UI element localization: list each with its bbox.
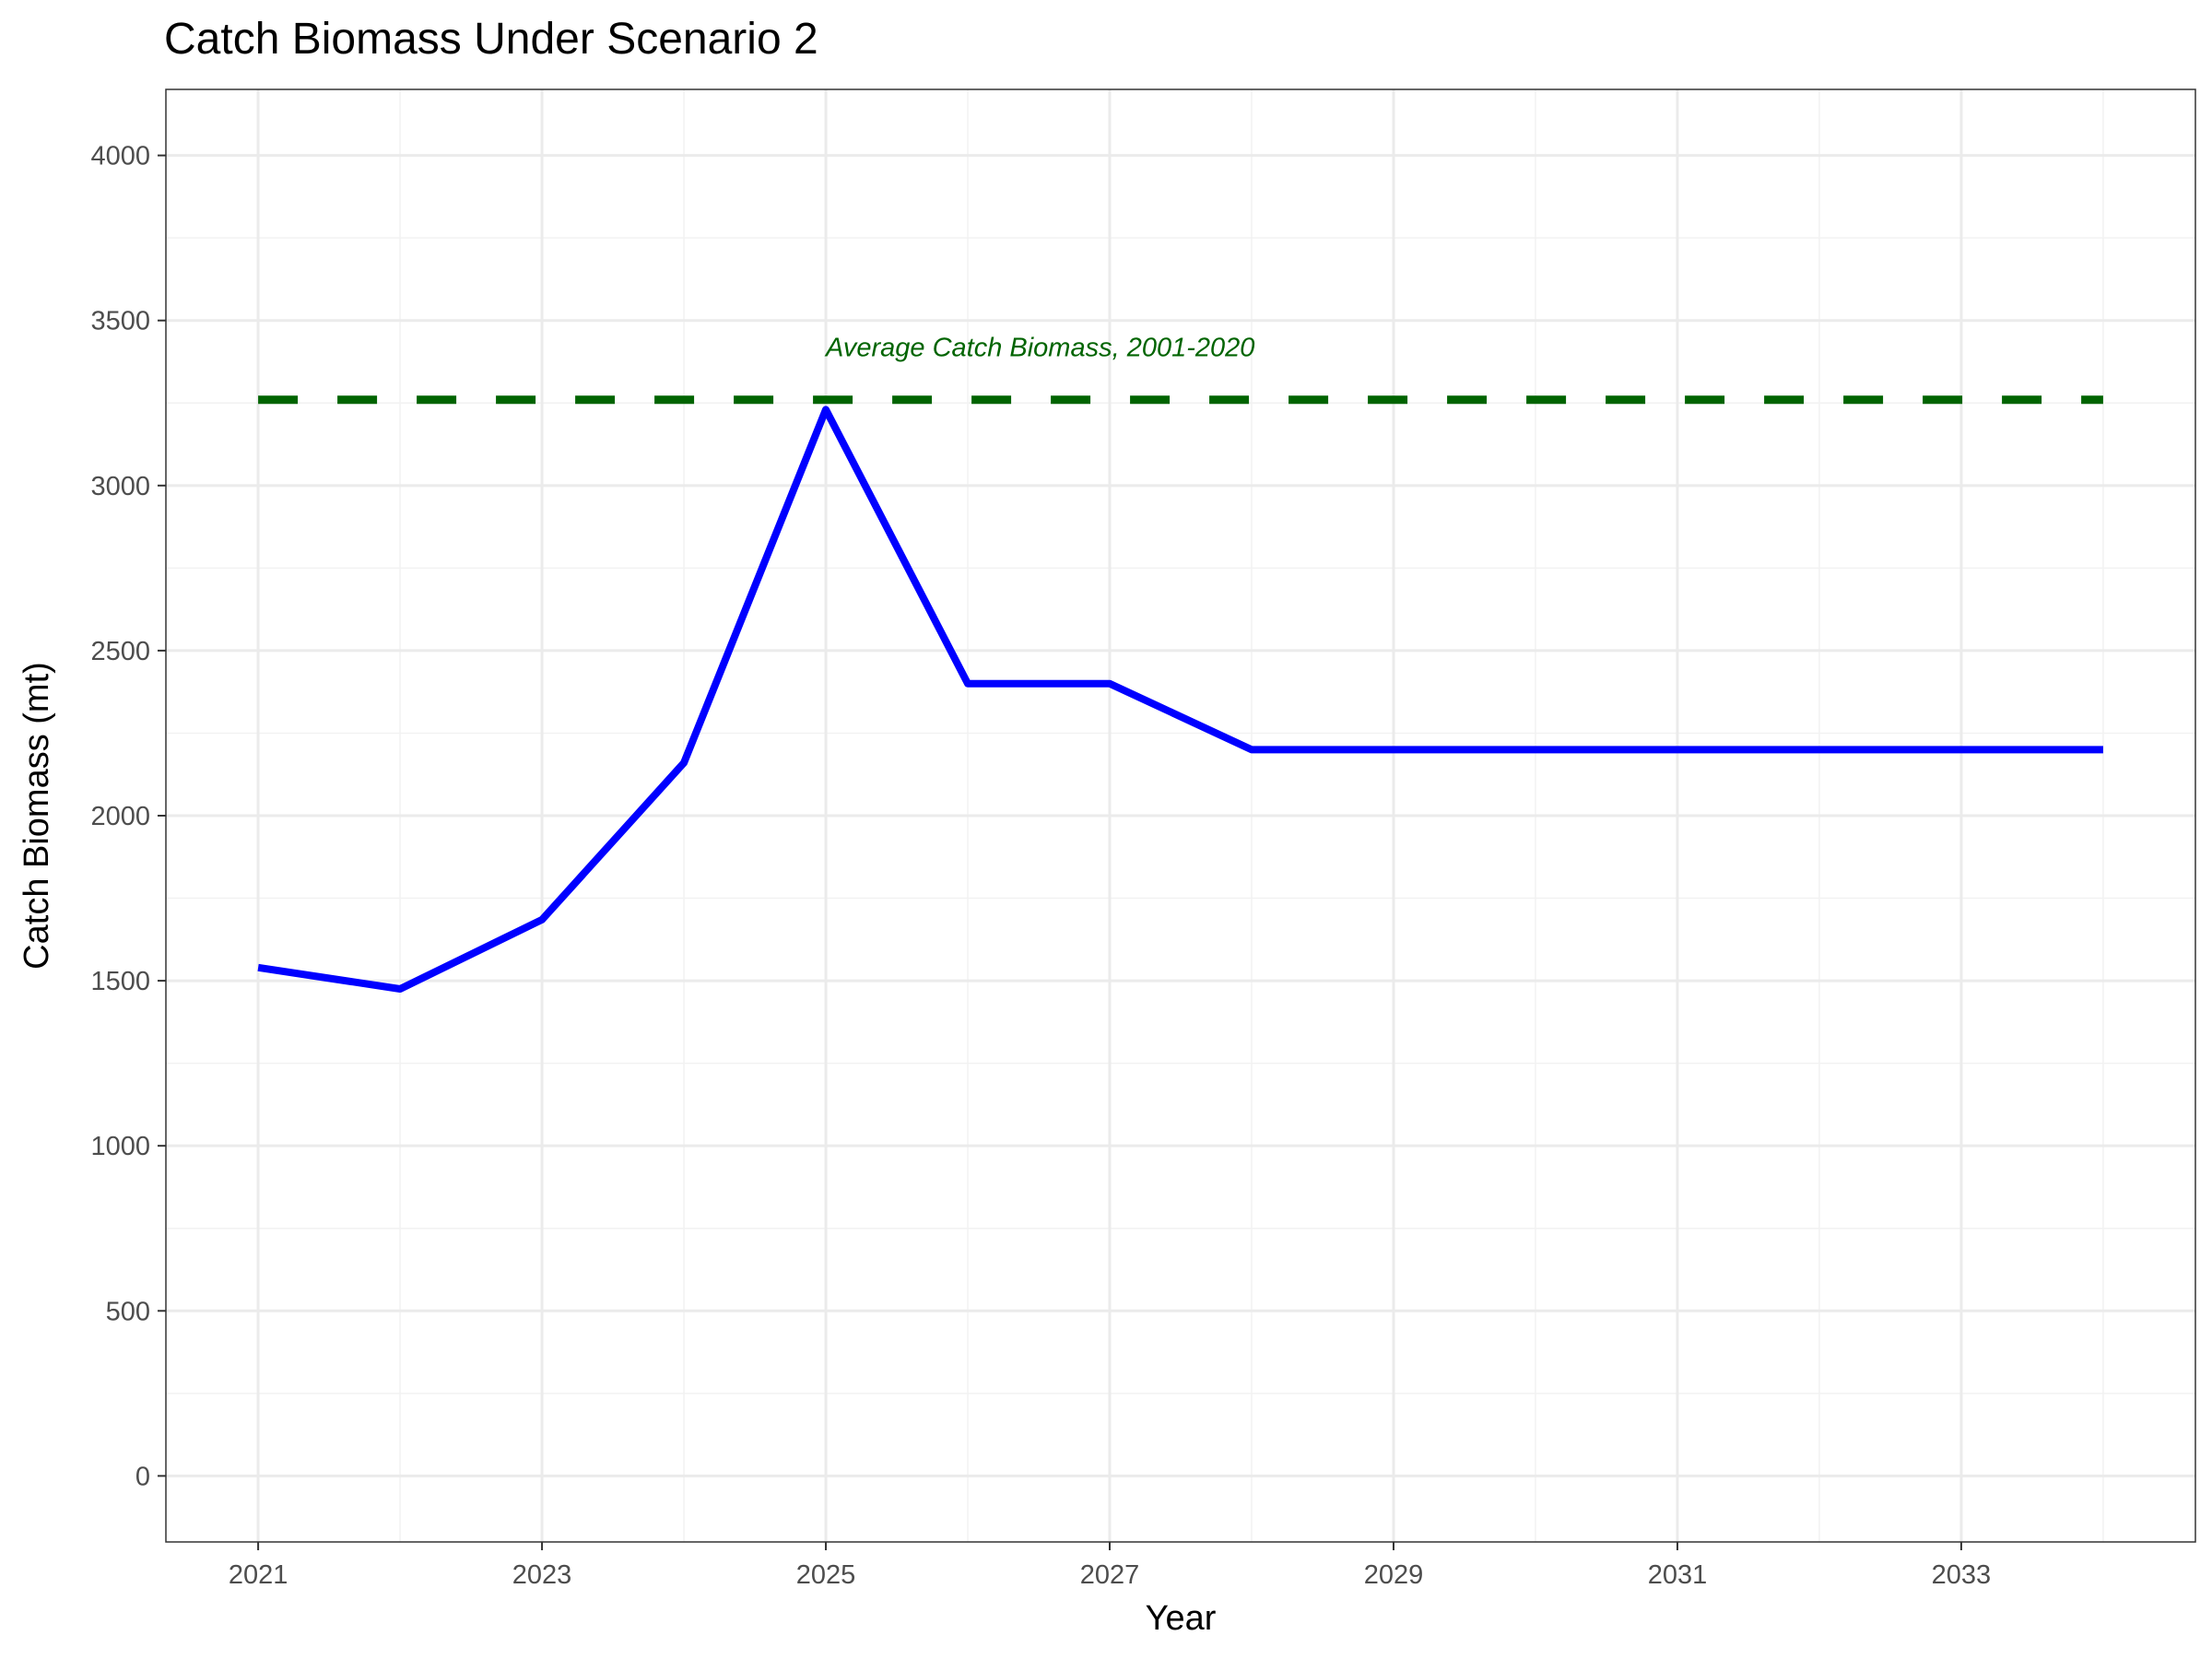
series-group — [257, 406, 2103, 993]
x-tick-label: 2025 — [796, 1560, 856, 1590]
y-axis-title: Catch Biomass (mt) — [18, 662, 56, 970]
y-tick-label: 1000 — [90, 1132, 150, 1161]
reference-line-group: Average Catch Biomass, 2001-2020 — [258, 334, 2103, 405]
x-tick-label: 2031 — [1648, 1560, 1708, 1590]
x-tick-label: 2033 — [1932, 1560, 1992, 1590]
y-tick-label: 2500 — [90, 637, 150, 666]
x-tick-label: 2027 — [1080, 1560, 1140, 1590]
chart-title: Catch Biomass Under Scenario 2 — [164, 15, 818, 64]
reference-line-label: Average Catch Biomass, 2001-2020 — [824, 334, 1254, 363]
y-tick-label: 2000 — [90, 802, 150, 831]
x-tick-label: 2021 — [229, 1560, 288, 1590]
x-tick-label: 2023 — [512, 1560, 572, 1590]
y-tick-label: 4000 — [90, 142, 150, 171]
grid-major — [166, 89, 2195, 1542]
y-tick-label: 1500 — [90, 967, 150, 996]
y-axis: 0 500 1000 1500 2000 2500 3000 3500 4000 — [90, 142, 166, 1491]
y-tick-label: 0 — [135, 1462, 150, 1491]
x-axis: 2021 2023 2025 2027 2029 2031 2033 — [229, 1542, 1991, 1590]
x-axis-title: Year — [1146, 1599, 1217, 1638]
y-tick-label: 3500 — [90, 307, 150, 336]
x-tick-label: 2029 — [1364, 1560, 1424, 1590]
y-tick-label: 3000 — [90, 472, 150, 501]
series-line — [257, 406, 2103, 993]
y-tick-label: 500 — [106, 1297, 150, 1326]
